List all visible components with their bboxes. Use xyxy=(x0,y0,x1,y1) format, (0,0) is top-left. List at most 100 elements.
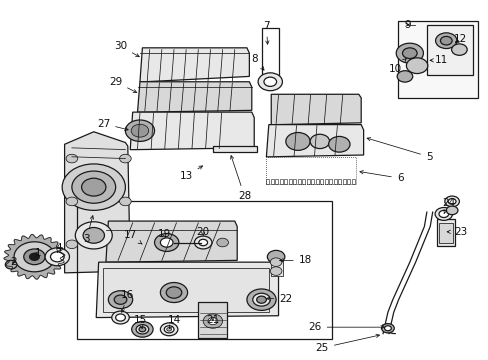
Text: 29: 29 xyxy=(109,77,137,93)
Bar xyxy=(103,267,268,312)
Circle shape xyxy=(131,124,148,137)
Bar xyxy=(342,179,345,184)
Circle shape xyxy=(438,210,448,217)
Text: 18: 18 xyxy=(279,255,311,265)
Bar xyxy=(297,179,300,184)
Text: 27: 27 xyxy=(97,118,128,131)
Circle shape xyxy=(444,196,458,207)
Text: 8: 8 xyxy=(250,54,264,70)
Circle shape xyxy=(270,258,282,266)
Text: 15: 15 xyxy=(133,315,146,328)
Circle shape xyxy=(252,293,270,306)
Bar xyxy=(261,28,278,76)
Bar xyxy=(279,179,282,184)
Bar xyxy=(338,179,341,184)
Circle shape xyxy=(384,326,390,331)
Bar xyxy=(271,253,283,276)
Text: 6: 6 xyxy=(359,171,403,183)
Circle shape xyxy=(406,58,427,73)
Text: 7: 7 xyxy=(263,21,269,44)
Bar xyxy=(77,202,331,339)
Circle shape xyxy=(166,328,171,331)
Circle shape xyxy=(446,206,457,215)
Bar xyxy=(306,179,309,184)
Circle shape xyxy=(30,253,39,260)
Circle shape xyxy=(216,238,228,247)
Circle shape xyxy=(119,154,131,163)
Circle shape xyxy=(285,132,309,150)
Text: 9: 9 xyxy=(403,19,410,30)
Circle shape xyxy=(72,171,116,203)
Polygon shape xyxy=(137,82,251,112)
Text: 3: 3 xyxy=(83,216,93,244)
Bar xyxy=(288,179,291,184)
Circle shape xyxy=(207,318,217,325)
Circle shape xyxy=(256,296,266,303)
Circle shape xyxy=(258,73,282,91)
Polygon shape xyxy=(64,132,130,273)
Circle shape xyxy=(402,48,416,59)
Bar xyxy=(320,179,323,184)
Circle shape xyxy=(434,207,452,220)
Circle shape xyxy=(131,321,153,337)
Circle shape xyxy=(66,154,78,163)
Circle shape xyxy=(396,71,412,82)
Circle shape xyxy=(119,197,131,206)
Circle shape xyxy=(136,325,148,334)
Circle shape xyxy=(125,120,154,141)
Circle shape xyxy=(203,314,222,328)
Circle shape xyxy=(166,287,182,298)
Circle shape xyxy=(164,326,174,333)
Bar xyxy=(284,179,287,184)
Bar xyxy=(351,179,354,184)
Polygon shape xyxy=(271,94,361,125)
Circle shape xyxy=(435,33,456,49)
Bar xyxy=(315,179,318,184)
Circle shape xyxy=(160,238,173,247)
Circle shape xyxy=(81,178,106,196)
Circle shape xyxy=(116,314,125,321)
Circle shape xyxy=(246,289,276,310)
Circle shape xyxy=(440,36,451,45)
Circle shape xyxy=(50,252,64,262)
Bar xyxy=(329,179,331,184)
Text: 5: 5 xyxy=(366,138,432,162)
Polygon shape xyxy=(266,125,363,157)
Circle shape xyxy=(45,248,69,266)
Text: 21: 21 xyxy=(206,315,219,325)
Circle shape xyxy=(83,228,104,243)
Circle shape xyxy=(154,234,179,251)
Bar xyxy=(346,179,349,184)
Circle shape xyxy=(5,260,17,269)
Circle shape xyxy=(309,134,329,149)
Polygon shape xyxy=(130,112,254,150)
Bar xyxy=(275,179,278,184)
Text: 30: 30 xyxy=(114,41,139,57)
Text: 17: 17 xyxy=(123,230,142,244)
Circle shape xyxy=(395,43,423,63)
Bar xyxy=(426,24,472,75)
Bar xyxy=(311,179,314,184)
Text: 14: 14 xyxy=(167,315,180,329)
Bar xyxy=(397,21,477,98)
Circle shape xyxy=(264,77,276,86)
Text: 11: 11 xyxy=(429,55,447,65)
Circle shape xyxy=(447,199,455,204)
Circle shape xyxy=(270,267,282,275)
Text: 2: 2 xyxy=(10,257,17,267)
Text: 12: 12 xyxy=(453,34,467,44)
Bar xyxy=(333,179,336,184)
Circle shape xyxy=(381,324,393,333)
Text: 4: 4 xyxy=(55,243,62,253)
Circle shape xyxy=(66,197,78,206)
Circle shape xyxy=(24,249,45,265)
Circle shape xyxy=(160,323,178,336)
Bar xyxy=(324,179,327,184)
Bar xyxy=(293,179,296,184)
Circle shape xyxy=(267,250,285,263)
Circle shape xyxy=(139,327,145,332)
Bar xyxy=(436,219,454,246)
Polygon shape xyxy=(106,221,237,262)
Text: 13: 13 xyxy=(179,166,202,181)
Circle shape xyxy=(108,291,132,309)
